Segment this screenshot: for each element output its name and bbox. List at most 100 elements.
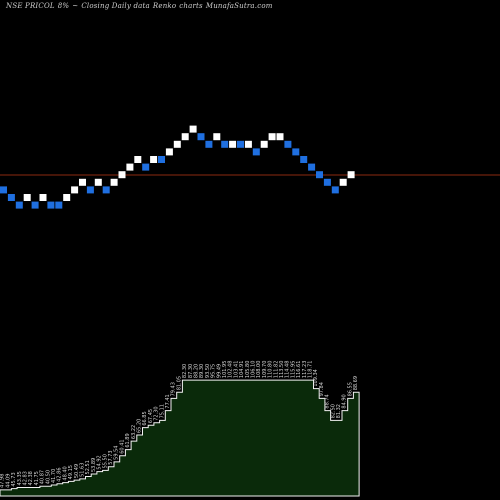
- volume-value-label: 102.48: [228, 361, 234, 379]
- down-brick: [158, 156, 165, 163]
- volume-value-label: 42.86: [57, 467, 63, 481]
- renko-bricks-group: [0, 125, 355, 209]
- down-brick: [0, 186, 7, 194]
- down-brick: [31, 201, 39, 209]
- up-brick: [63, 194, 71, 201]
- down-brick: [7, 194, 15, 201]
- down-brick: [221, 140, 229, 148]
- volume-value-label: 79.43: [171, 382, 177, 396]
- up-brick: [39, 194, 47, 201]
- down-brick: [284, 140, 292, 148]
- volume-value-label: 51.63: [80, 463, 86, 477]
- volume-value-label: 81.05: [176, 376, 182, 390]
- separator-label: ~: [72, 2, 79, 10]
- up-brick: [276, 133, 284, 141]
- up-brick: [71, 186, 79, 194]
- symbol-label: NSE PRICOL: [6, 2, 55, 10]
- volume-value-label: 103.41: [233, 361, 239, 379]
- volume-value-label: 55.50: [102, 454, 108, 468]
- up-brick: [260, 140, 268, 148]
- volume-value-label: 88.20: [194, 364, 200, 378]
- volume-value-label: 86.55: [347, 382, 353, 396]
- up-brick: [268, 133, 276, 141]
- volume-value-label: 54.92: [97, 455, 103, 469]
- up-brick: [134, 156, 142, 163]
- volume-value-label: 81.32: [336, 404, 342, 418]
- down-brick: [15, 201, 23, 209]
- volume-value-label: 101.95: [222, 361, 228, 379]
- volume-value-label: 97.84: [319, 382, 325, 396]
- volume-value-label: 109.70: [262, 361, 268, 379]
- volume-value-label: 88.74: [325, 394, 331, 408]
- up-brick: [165, 148, 173, 156]
- data-type-label: Closing Daily data: [81, 2, 150, 10]
- down-brick: [300, 156, 308, 163]
- down-brick: [55, 201, 63, 209]
- volume-value-label: 47.98: [0, 474, 6, 488]
- down-brick: [86, 186, 94, 194]
- down-brick: [102, 186, 110, 194]
- volume-value-label: 66.85: [142, 411, 148, 425]
- volume-value-label: 114.48: [285, 361, 291, 379]
- volume-value-label: 111.82: [273, 361, 279, 379]
- up-brick: [150, 156, 158, 163]
- volume-value-label: 84.90: [342, 394, 348, 408]
- down-brick: [237, 140, 244, 148]
- volume-value-label: 67.45: [148, 409, 154, 423]
- volume-value-label: 89.30: [199, 364, 205, 378]
- up-brick: [189, 125, 197, 133]
- volume-value-label: 40.50: [45, 470, 51, 484]
- percent-label: 8%: [57, 2, 70, 10]
- volume-value-label: 44.09: [5, 474, 11, 488]
- volume-value-label: 110.80: [268, 361, 274, 379]
- volume-value-label: 61.89: [125, 433, 131, 447]
- up-brick: [229, 140, 237, 148]
- up-brick: [213, 133, 221, 141]
- volume-value-label: 43.35: [17, 471, 23, 485]
- volume-value-label: 40.87: [40, 470, 46, 484]
- volume-area-group: [0, 379, 360, 497]
- volume-value-label: 104.91: [239, 361, 245, 378]
- up-brick: [23, 194, 31, 201]
- up-brick: [181, 133, 189, 141]
- up-brick: [339, 178, 347, 186]
- volume-value-label: 113.50: [279, 361, 285, 379]
- down-brick: [197, 133, 205, 141]
- volume-value-label: 53.89: [91, 458, 97, 472]
- up-brick: [118, 171, 126, 179]
- up-brick: [347, 171, 355, 179]
- volume-value-label: 82.50: [330, 404, 336, 418]
- volume-labels-group: 47.98 44.09 45.73 43.35 42.83 42.38 41.75 40.87…: [0, 361, 359, 488]
- volume-value-label: 105.80: [245, 361, 251, 379]
- down-brick: [47, 201, 55, 209]
- volume-value-label: 63.22: [131, 425, 137, 439]
- down-brick: [252, 148, 260, 156]
- volume-value-label: 59.54: [114, 446, 120, 460]
- volume-value-label: 117.23: [302, 361, 308, 379]
- up-brick: [94, 178, 102, 186]
- up-brick: [173, 140, 181, 148]
- volume-value-label: 106.10: [251, 361, 257, 379]
- down-brick: [316, 171, 323, 179]
- volume-value-label: 42.83: [23, 471, 29, 485]
- volume-value-label: 77.41: [165, 394, 171, 408]
- chart-header: NSE PRICOL 8% ~ Closing Daily data Renko char…: [6, 2, 276, 10]
- site-label: MunafaSutra.com: [205, 2, 273, 10]
- volume-value-label: 82.30: [182, 364, 188, 378]
- volume-value-label: 48.40: [62, 466, 68, 480]
- chart-kind-label: Renko: [152, 2, 177, 10]
- down-brick: [205, 140, 213, 148]
- volume-value-label: 118.71: [308, 361, 314, 379]
- volume-value-label: 75.11: [159, 404, 165, 418]
- volume-value-label: 60.41: [119, 439, 125, 453]
- down-brick: [142, 163, 150, 171]
- volume-value-label: 65.20: [137, 419, 143, 433]
- volume-value-label: 116.61: [296, 361, 302, 379]
- volume-value-label: 41.70: [51, 469, 57, 483]
- volume-value-label: 41.75: [34, 471, 40, 485]
- up-brick: [126, 163, 134, 171]
- volume-value-label: 95.75: [211, 364, 217, 378]
- volume-value-label: 72.30: [154, 406, 160, 420]
